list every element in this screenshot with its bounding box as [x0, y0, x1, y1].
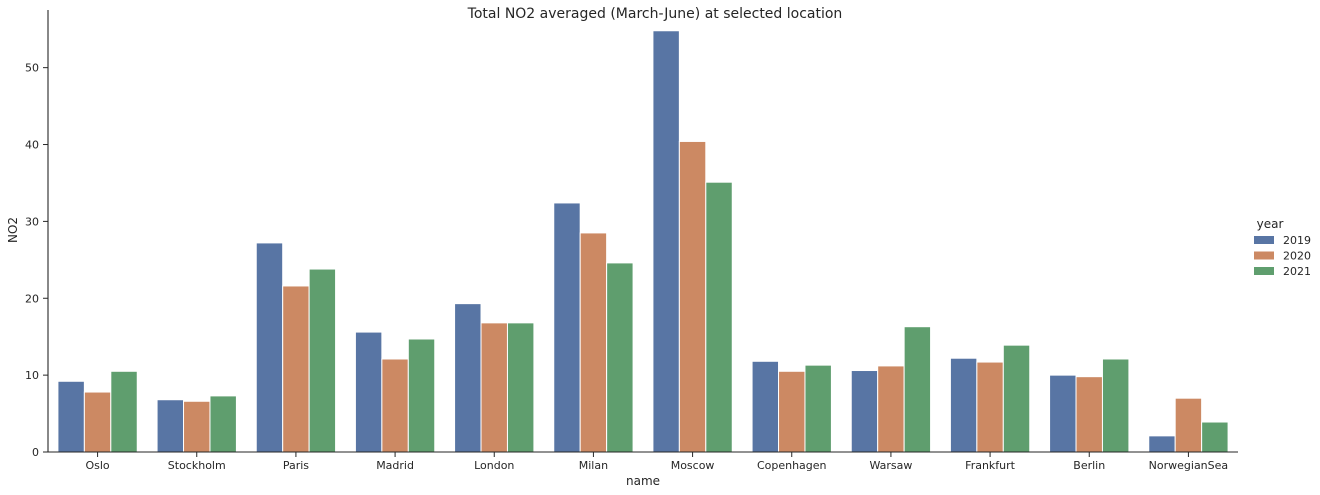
y-tick-label: 30	[25, 215, 39, 228]
bar-moscow-2019	[652, 30, 680, 453]
x-tick-label-berlin: Berlin	[1073, 459, 1105, 472]
bar-berlin-2019	[1049, 374, 1077, 453]
bar-norwegiansea-2019	[1148, 435, 1176, 453]
bar-moscow-2020	[678, 140, 707, 453]
legend-title: year	[1257, 217, 1284, 231]
legend-swatch-2019	[1254, 236, 1274, 244]
bar-madrid-2019	[354, 331, 383, 453]
bar-copenhagen-2019	[751, 360, 780, 453]
bar-copenhagen-2020	[778, 370, 806, 453]
x-tick-label-paris: Paris	[283, 459, 309, 472]
bar-london-2020	[480, 322, 508, 453]
legend-label-2019: 2019	[1283, 234, 1311, 247]
x-tick-label-stockholm: Stockholm	[168, 459, 226, 472]
bar-oslo-2020	[83, 391, 112, 453]
x-tick-label-copenhagen: Copenhagen	[757, 459, 827, 472]
bar-frankfurt-2020	[976, 361, 1004, 453]
bar-paris-2020	[282, 285, 310, 453]
legend-swatch-2021	[1254, 267, 1274, 275]
bar-warsaw-2019	[850, 370, 879, 453]
bar-oslo-2019	[57, 380, 85, 453]
bar-warsaw-2021	[903, 326, 932, 453]
bar-london-2021	[506, 322, 535, 453]
bar-norwegiansea-2021	[1201, 421, 1229, 453]
bar-norwegiansea-2020	[1174, 397, 1203, 453]
bar-milan-2020	[579, 232, 608, 453]
y-axis: 0 10 20 30 40 50	[25, 10, 49, 459]
x-axis: Oslo Stockholm Paris Madrid London Milan Mosco…	[48, 451, 1238, 472]
y-tick-label: 0	[32, 446, 39, 459]
bar-moscow-2021	[705, 181, 733, 453]
legend-label-2020: 2020	[1283, 250, 1311, 263]
bar-berlin-2020	[1075, 376, 1103, 453]
x-tick-label-norwegiansea: NorwegianSea	[1149, 459, 1229, 472]
legend-label-2021: 2021	[1283, 265, 1311, 278]
x-tick-label-madrid: Madrid	[376, 459, 414, 472]
bar-berlin-2021	[1101, 358, 1130, 453]
bar-frankfurt-2019	[949, 357, 978, 453]
y-axis-label: NO2	[6, 217, 20, 243]
bar-stockholm-2020	[183, 400, 211, 453]
y-tick-label: 20	[25, 292, 39, 305]
bar-stockholm-2019	[156, 399, 185, 453]
bar-paris-2021	[308, 268, 337, 453]
bar-milan-2021	[606, 262, 634, 453]
x-tick-label-oslo: Oslo	[85, 459, 109, 472]
x-axis-label: name	[626, 474, 660, 488]
bar-frankfurt-2021	[1002, 344, 1031, 453]
chart-title: Total NO2 averaged (March-June) at selec…	[467, 6, 843, 22]
y-tick-label: 50	[25, 62, 39, 75]
bar-milan-2019	[553, 202, 581, 453]
legend-swatch-2020	[1254, 251, 1274, 260]
bar-madrid-2020	[381, 358, 409, 453]
bar-oslo-2021	[110, 370, 138, 453]
x-tick-label-london: London	[474, 459, 514, 472]
bar-london-2019	[454, 303, 482, 453]
y-tick-label: 10	[25, 369, 39, 382]
legend: year 2019 2020 2021	[1254, 217, 1311, 278]
y-tick-label: 40	[25, 139, 39, 152]
x-tick-label-milan: Milan	[579, 459, 608, 472]
bar-warsaw-2020	[877, 365, 905, 453]
x-tick-label-moscow: Moscow	[671, 459, 715, 472]
bar-stockholm-2021	[209, 395, 237, 453]
bar-copenhagen-2021	[804, 364, 832, 453]
x-tick-label-warsaw: Warsaw	[869, 459, 912, 472]
bars-group	[57, 30, 1229, 453]
bar-madrid-2021	[407, 338, 436, 453]
bar-paris-2019	[255, 242, 284, 453]
x-tick-label-frankfurt: Frankfurt	[965, 459, 1015, 472]
